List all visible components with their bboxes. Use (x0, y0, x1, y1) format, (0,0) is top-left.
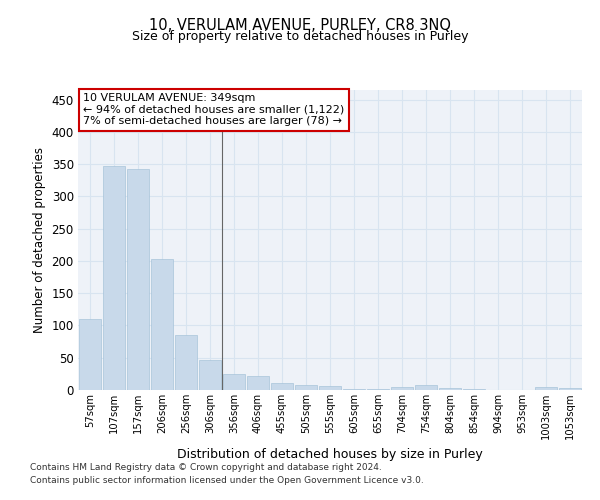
Text: Contains public sector information licensed under the Open Government Licence v3: Contains public sector information licen… (30, 476, 424, 485)
Bar (535, 388, 557, 390)
Bar (559, 388, 581, 390)
Text: Size of property relative to detached houses in Purley: Size of property relative to detached ho… (132, 30, 468, 43)
Bar (295, 385, 317, 390)
Bar (247, 376, 269, 390)
Bar (271, 383, 293, 390)
Bar (175, 335, 197, 390)
Bar (223, 374, 245, 390)
Bar (151, 259, 173, 390)
Bar (439, 388, 461, 390)
Bar (79, 319, 101, 390)
Bar (127, 170, 149, 390)
Bar (415, 386, 437, 390)
Text: 10 VERULAM AVENUE: 349sqm
← 94% of detached houses are smaller (1,122)
7% of sem: 10 VERULAM AVENUE: 349sqm ← 94% of detac… (83, 93, 344, 126)
Bar (103, 166, 125, 390)
Text: Contains HM Land Registry data © Crown copyright and database right 2024.: Contains HM Land Registry data © Crown c… (30, 464, 382, 472)
Bar (319, 386, 341, 390)
X-axis label: Distribution of detached houses by size in Purley: Distribution of detached houses by size … (177, 448, 483, 460)
Text: 10, VERULAM AVENUE, PURLEY, CR8 3NQ: 10, VERULAM AVENUE, PURLEY, CR8 3NQ (149, 18, 451, 32)
Bar (391, 387, 413, 390)
Y-axis label: Number of detached properties: Number of detached properties (33, 147, 46, 333)
Bar (199, 360, 221, 390)
